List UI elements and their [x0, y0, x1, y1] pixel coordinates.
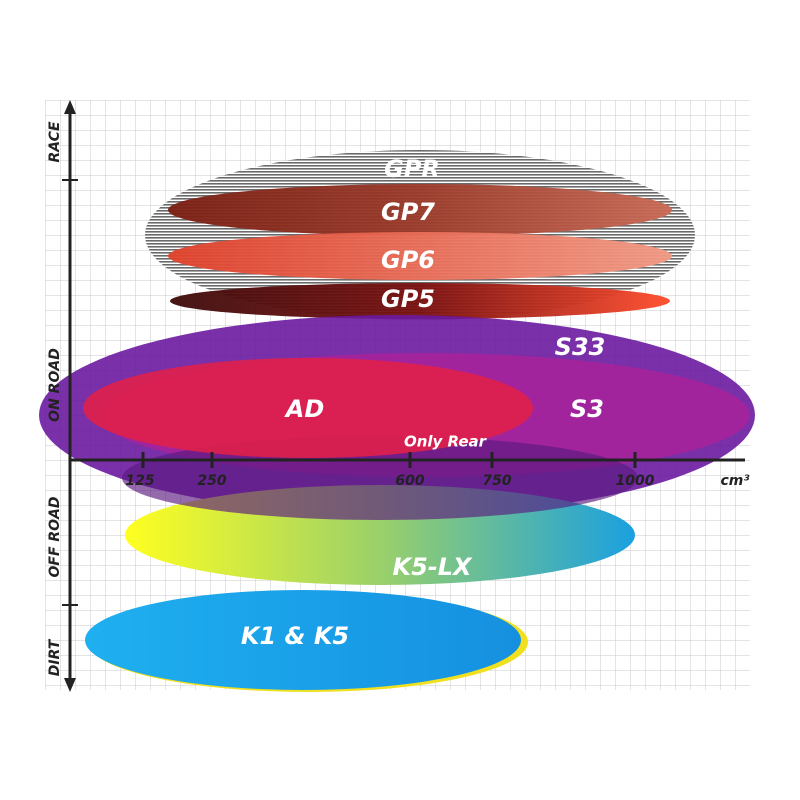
- label-gp7: GP7: [381, 198, 435, 226]
- x-tick-label: 750: [482, 473, 511, 489]
- y-label: RACE: [47, 121, 63, 162]
- region-ad: [83, 358, 533, 458]
- region-k1-k5: [85, 590, 521, 690]
- label-only-rear: Only Rear: [404, 433, 488, 451]
- x-tick-label: 600: [395, 473, 424, 489]
- region-gp6: [168, 232, 672, 280]
- region-gp7: [168, 184, 672, 236]
- y-label: DIRT: [47, 638, 63, 676]
- y-label: OFF ROAD: [47, 496, 63, 577]
- region-only-rear: [122, 436, 638, 520]
- label-k1-k5: K1 & K5: [241, 622, 349, 650]
- x-unit: cm³: [720, 473, 749, 489]
- axis-dividers: [62, 179, 78, 606]
- label-gp5: GP5: [381, 285, 435, 313]
- y-label: ON ROAD: [47, 348, 63, 422]
- label-s33: S33: [555, 333, 606, 361]
- axes: [68, 110, 745, 682]
- label-gpr: GPR: [384, 155, 440, 183]
- x-tick-label: 125: [125, 473, 154, 489]
- label-s3: S3: [570, 395, 604, 423]
- label-gp6: GP6: [381, 246, 435, 274]
- x-tick-label: 250: [197, 473, 226, 489]
- x-tick-label: 1000: [616, 473, 655, 489]
- label-k5lx: K5-LX: [392, 553, 473, 581]
- label-ad: AD: [284, 395, 325, 423]
- region-gp5: [170, 283, 670, 319]
